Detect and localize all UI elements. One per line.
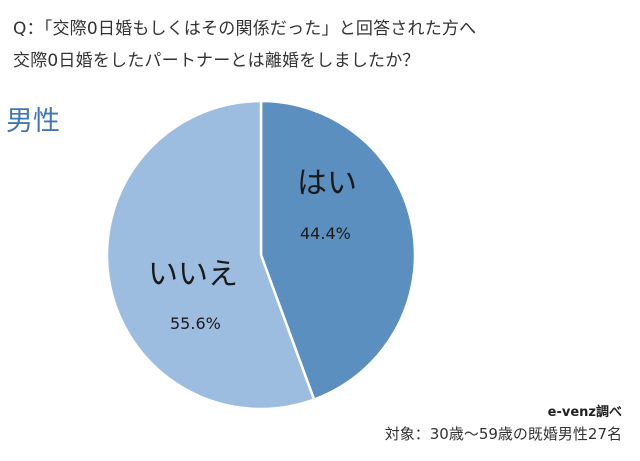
question-title-line-1: Q：「交際0日婚もしくはその関係だった」と回答された方へ bbox=[13, 19, 477, 39]
slice-pct-no: 55.6% bbox=[170, 314, 221, 333]
question-title-line-2: 交際0日婚をしたパートナーとは離婚をしましたか？ bbox=[13, 51, 420, 71]
segment-label: 男性 bbox=[6, 106, 60, 137]
slice-pct-yes: 44.4% bbox=[300, 224, 351, 243]
slice-label-no: いいえ bbox=[148, 257, 238, 292]
slice-label-yes: はい bbox=[297, 166, 357, 201]
source-credit: e-venz調べ bbox=[547, 405, 622, 420]
pie-outline bbox=[106, 100, 416, 410]
survey-subject: 対象：30歳〜59歳の既婚男性27名 bbox=[384, 425, 622, 443]
